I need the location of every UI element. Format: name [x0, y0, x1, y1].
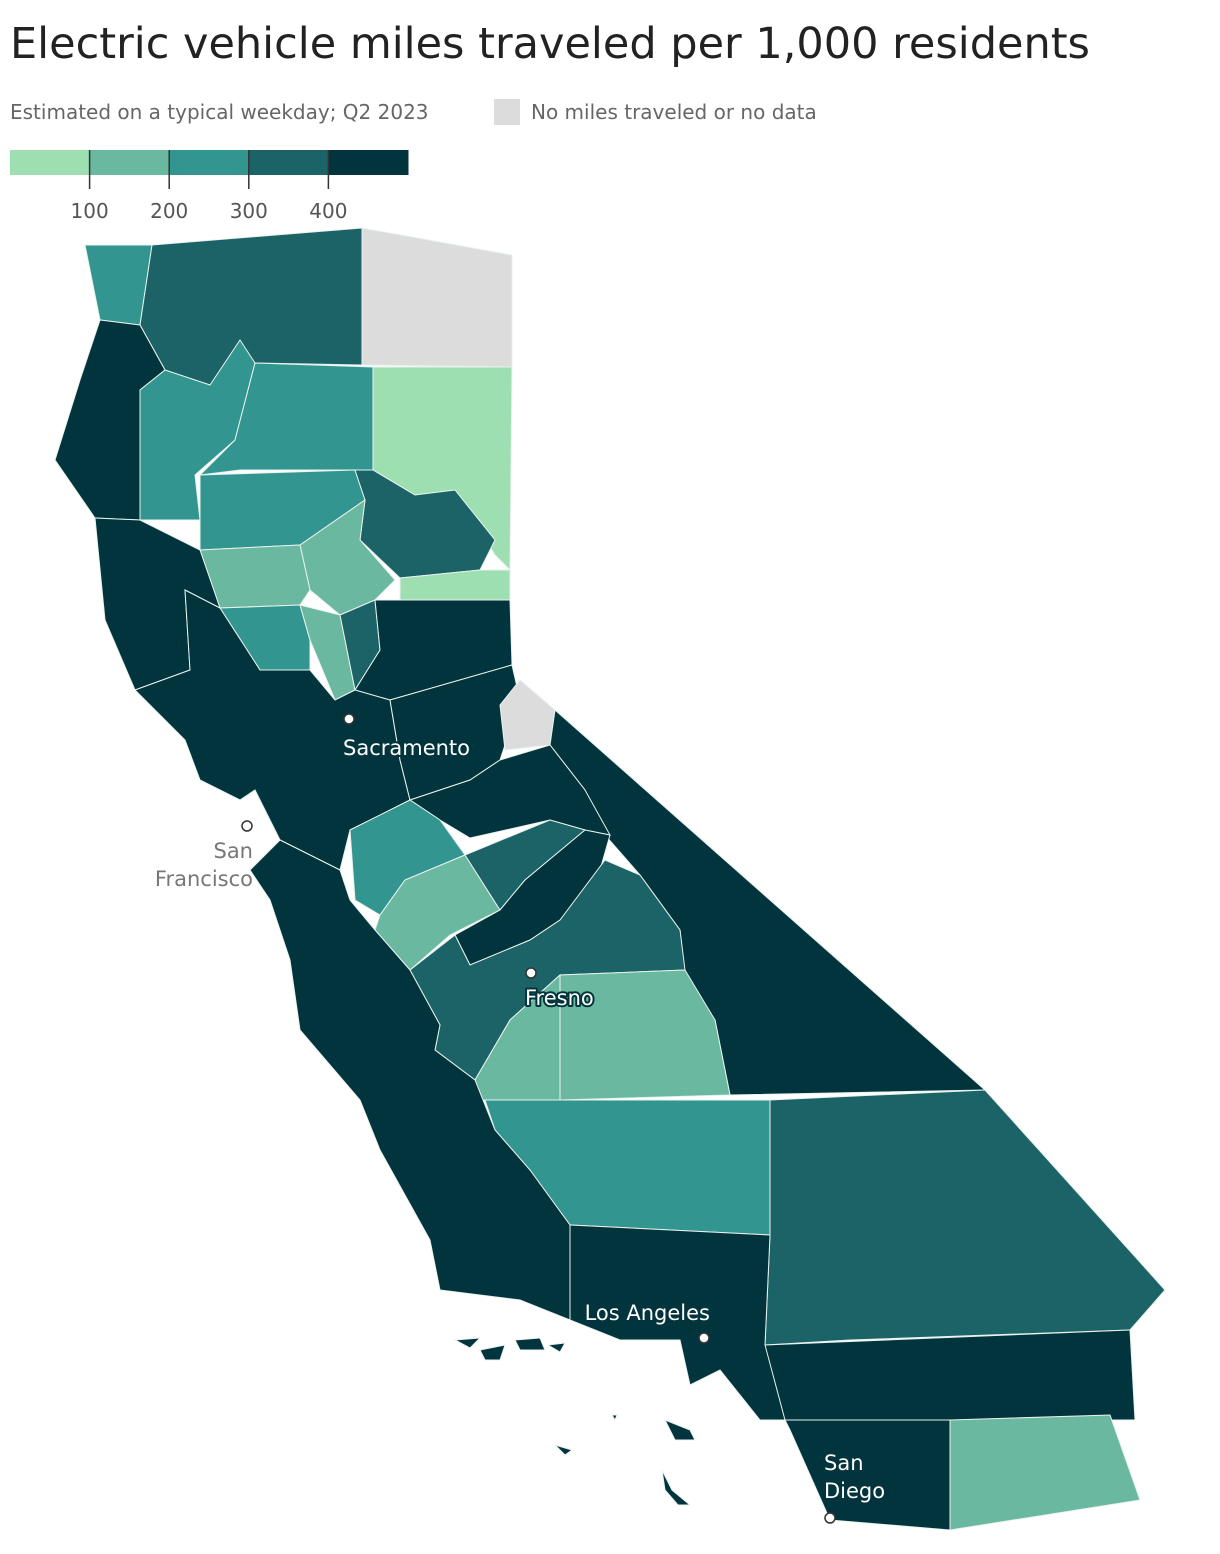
city-dot — [698, 1332, 710, 1344]
city-dot — [343, 713, 355, 725]
county — [611, 1414, 618, 1422]
subtitle: Estimated on a typical weekday; Q2 2023 — [10, 100, 429, 124]
county — [663, 1419, 696, 1441]
county — [764, 1329, 1136, 1421]
counties — [54, 227, 1166, 1531]
city-label: San — [824, 1451, 864, 1475]
title: Electric vehicle miles traveled per 1,00… — [10, 19, 1090, 69]
legend-swatch — [169, 150, 250, 175]
legend-swatch — [328, 150, 409, 175]
county — [559, 969, 731, 1101]
legend: 100 200 300 400 — [10, 150, 409, 223]
legend-swatch — [10, 150, 91, 175]
county — [479, 1344, 506, 1361]
legend-tick-label: 300 — [230, 199, 268, 223]
county — [249, 839, 571, 1321]
county — [949, 1414, 1141, 1531]
county — [299, 498, 396, 616]
legend-swatch — [248, 150, 329, 175]
county — [661, 1469, 692, 1506]
county — [569, 1224, 786, 1421]
legend-swatch — [89, 150, 170, 175]
city-label: San — [213, 839, 253, 863]
city-labels: Sacramento San Francisco Fresno Los Angeles S… — [153, 713, 887, 1524]
county — [546, 1342, 566, 1353]
city-dot — [241, 820, 253, 832]
legend-tick-label: 400 — [309, 199, 347, 223]
county — [514, 1337, 546, 1351]
county — [554, 1444, 574, 1456]
county — [361, 227, 513, 368]
county — [453, 1337, 482, 1349]
county — [784, 1419, 951, 1531]
city-label: Los Angeles — [585, 1301, 710, 1325]
no-data-label: No miles traveled or no data — [531, 100, 817, 124]
city-label: Diego — [824, 1479, 885, 1503]
no-data-swatch — [494, 99, 520, 125]
city-label: Sacramento — [343, 736, 470, 760]
city-label: Francisco — [155, 867, 253, 891]
city-dot — [824, 1512, 836, 1524]
county — [764, 1089, 1166, 1346]
legend-tick-label: 200 — [150, 199, 188, 223]
city-dot — [525, 967, 537, 979]
city-label: Fresno — [525, 986, 594, 1010]
legend-tick-label: 100 — [71, 199, 109, 223]
